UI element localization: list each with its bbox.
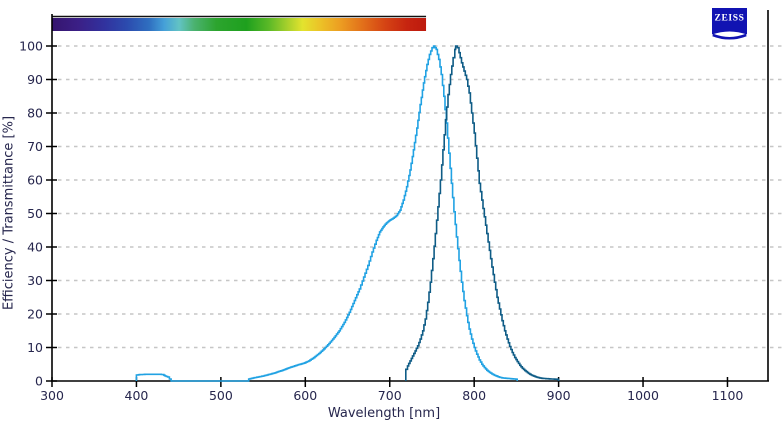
y-tick-label: 20 xyxy=(27,307,43,322)
zeiss-logo: ZEISS xyxy=(712,8,747,40)
emission-curve xyxy=(405,45,560,381)
x-tick-label: 1100 xyxy=(712,388,744,403)
zeiss-logo-lens-arc xyxy=(712,33,747,40)
y-axis-title: Efficiency / Transmittance [%] xyxy=(1,115,17,311)
y-tick-label: 70 xyxy=(27,139,43,154)
visible-spectrum-bar xyxy=(52,18,427,31)
zeiss-logo-text: ZEISS xyxy=(715,14,745,24)
x-tick-label: 600 xyxy=(293,388,317,403)
y-tick-label: 0 xyxy=(35,374,43,389)
x-tick-label: 1000 xyxy=(627,388,659,403)
x-tick-label: 700 xyxy=(378,388,402,403)
y-tick-label: 60 xyxy=(27,173,43,188)
excitation-curve xyxy=(135,45,518,382)
y-tick-label: 10 xyxy=(27,340,43,355)
x-tick-label: 500 xyxy=(209,388,233,403)
x-tick-label: 900 xyxy=(547,388,571,403)
zeiss-logo-graphic: ZEISS xyxy=(712,8,747,40)
y-tick-label: 100 xyxy=(19,39,43,54)
y-tick-label: 50 xyxy=(27,206,43,221)
x-tick-label: 800 xyxy=(462,388,486,403)
x-tick-label: 300 xyxy=(40,388,64,403)
zeiss-logo-block xyxy=(712,8,747,35)
x-axis-title: Wavelength [nm] xyxy=(327,406,441,421)
y-tick-label: 80 xyxy=(27,106,43,121)
y-tick-label: 40 xyxy=(27,240,43,255)
y-tick-label: 30 xyxy=(27,273,43,288)
x-tick-label: 400 xyxy=(125,388,149,403)
y-tick-label: 90 xyxy=(27,72,43,87)
